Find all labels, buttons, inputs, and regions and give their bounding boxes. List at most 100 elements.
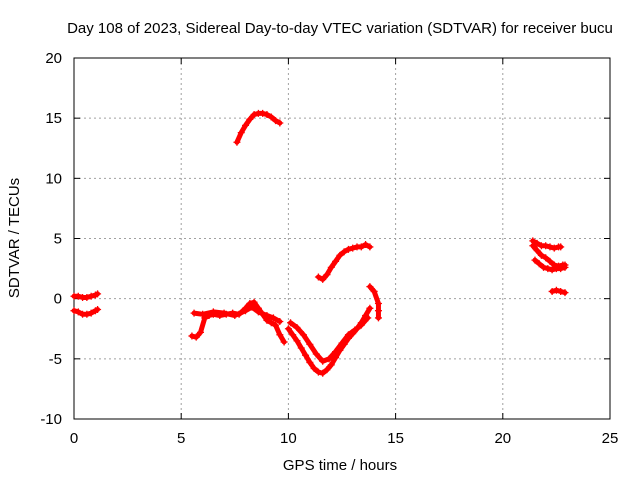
data-point-marker [542, 254, 550, 262]
data-point-marker [546, 257, 554, 265]
data-point-marker [366, 243, 374, 251]
data-point-marker [276, 331, 284, 339]
data-point-marker [319, 369, 327, 377]
y-tick-label: -10 [40, 411, 62, 428]
data-point-marker [284, 325, 292, 333]
y-tick-labels: -10 -5 0 5 10 15 20 [40, 50, 62, 428]
data-point-marker [87, 309, 95, 317]
x-tick-labels: 0 5 10 15 20 25 [70, 430, 619, 447]
data-point-marker [263, 111, 271, 119]
data-point-marker [314, 368, 322, 376]
data-point-marker [94, 305, 102, 313]
data-point-marker [190, 309, 198, 317]
data-point-marker [557, 287, 565, 295]
data-points [70, 109, 569, 377]
x-tick-label: 0 [70, 430, 78, 447]
data-point-marker [546, 243, 554, 251]
series-arc-g-upper [529, 237, 565, 252]
series-arc-d-lower [284, 304, 374, 377]
series-arc-c [188, 298, 288, 346]
data-point-marker [276, 318, 284, 326]
y-tick-label: 20 [45, 50, 62, 67]
data-point-marker [374, 307, 382, 315]
series-trace [234, 110, 283, 145]
series-arc-a-upper [70, 290, 102, 301]
data-point-marker [250, 111, 258, 119]
axis-ticks [73, 57, 611, 420]
data-point-marker [289, 331, 297, 339]
data-point-marker [306, 340, 314, 348]
data-point-marker [306, 358, 314, 366]
x-tick-label: 5 [177, 430, 185, 447]
data-point-marker [293, 324, 301, 332]
data-point-marker [366, 283, 374, 291]
data-point-marker [254, 308, 262, 316]
data-point-marker [548, 266, 556, 274]
data-point-marker [299, 331, 307, 339]
data-point-marker [312, 350, 320, 358]
data-point-marker [325, 355, 333, 363]
data-point-marker [297, 344, 305, 352]
data-point-marker [242, 121, 250, 129]
series-arc-f [366, 283, 382, 322]
data-point-marker [557, 243, 565, 251]
data-point-marker [269, 314, 277, 322]
x-axis-label: GPS time / hours [283, 457, 397, 474]
data-point-marker [332, 348, 340, 356]
data-point-marker [366, 304, 374, 312]
data-point-marker [561, 263, 569, 271]
data-point-marker [548, 287, 556, 295]
data-point-marker [310, 364, 318, 372]
data-point-marker [188, 332, 196, 340]
data-point-marker [248, 303, 256, 311]
data-point-marker [246, 115, 254, 123]
data-point-marker [351, 326, 359, 334]
data-point-marker [561, 289, 569, 297]
series-arc-e [314, 241, 374, 283]
x-tick-label: 10 [280, 430, 297, 447]
grid [74, 58, 610, 419]
data-point-marker [357, 321, 365, 329]
data-point-marker [267, 113, 275, 121]
data-point-marker [250, 298, 258, 306]
data-point-marker [332, 257, 340, 265]
data-point-marker [192, 333, 200, 341]
data-point-marker [199, 310, 207, 318]
data-point-marker [336, 251, 344, 259]
data-point-marker [544, 265, 552, 273]
x-tick-label: 25 [602, 430, 619, 447]
data-point-marker [280, 338, 288, 346]
data-point-marker [293, 337, 301, 345]
data-point-marker [533, 239, 541, 247]
series-arc-a-lower [70, 305, 102, 318]
data-point-marker [542, 242, 550, 250]
data-point-marker [83, 310, 91, 318]
series-arc-b [233, 109, 284, 146]
data-point-marker [237, 129, 245, 137]
data-point-marker [319, 275, 327, 283]
data-point-marker [196, 328, 204, 336]
y-tick-label: -5 [49, 351, 62, 368]
data-point-marker [314, 273, 322, 281]
x-tick-label: 20 [494, 430, 511, 447]
data-point-marker [529, 242, 537, 250]
data-point-marker [242, 307, 250, 315]
data-point-marker [540, 263, 548, 271]
series-trace [285, 305, 373, 376]
data-point-marker [557, 265, 565, 273]
data-point-marker [327, 263, 335, 271]
chart-title: Day 108 of 2023, Sidereal Day-to-day VTE… [67, 20, 613, 37]
data-point-marker [74, 308, 82, 316]
data-point-marker [267, 319, 275, 327]
data-point-marker [87, 292, 95, 300]
data-point-marker [323, 366, 331, 374]
y-tick-label: 0 [54, 291, 62, 308]
data-point-marker [209, 308, 217, 316]
data-point-marker [70, 307, 78, 315]
data-point-marker [338, 339, 346, 347]
y-axis-label: SDTVAR / TECUs [6, 178, 23, 298]
series-arc-c-upper [190, 303, 284, 326]
data-point-marker [259, 109, 267, 117]
data-point-marker [344, 245, 352, 253]
y-tick-label: 15 [45, 110, 62, 127]
